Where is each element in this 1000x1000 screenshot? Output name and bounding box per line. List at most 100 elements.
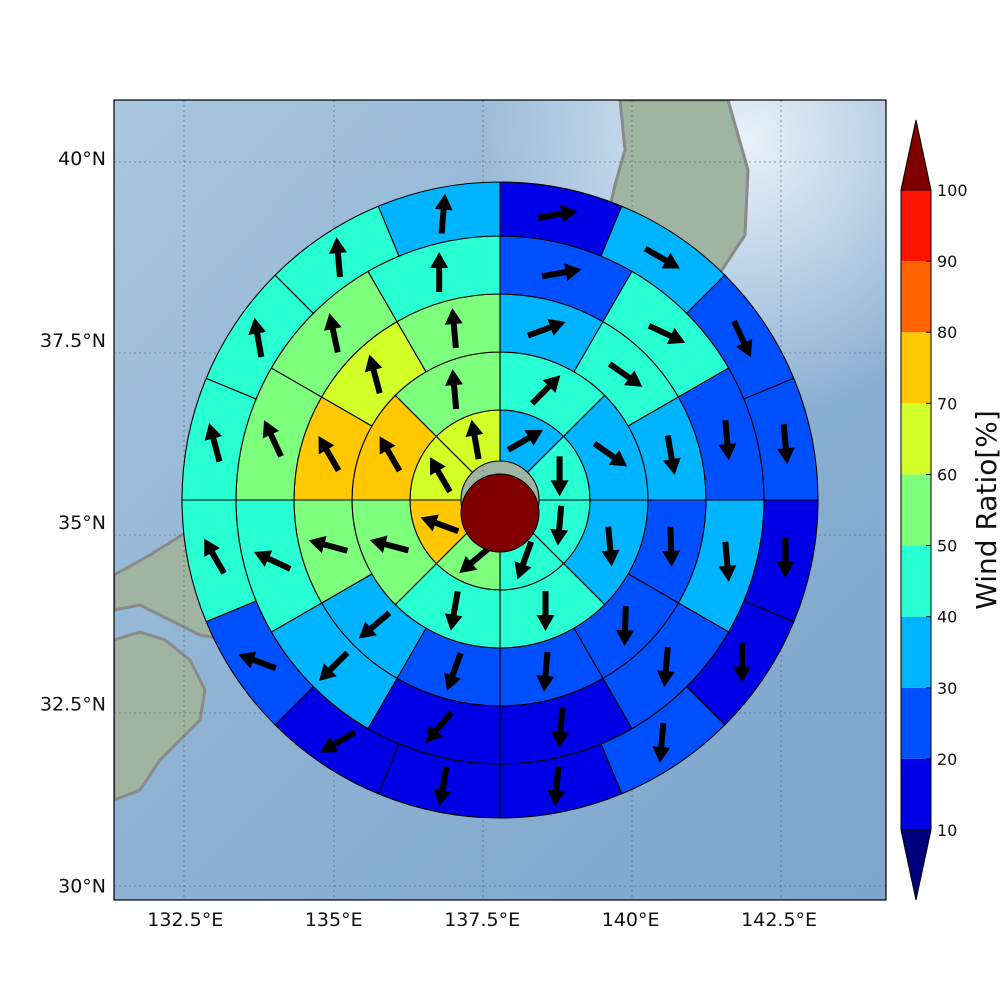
wind-arrow-ring5-16 [434,193,453,234]
wind-arrow-ring2-1 [529,375,561,406]
x-axis-ticks: 132.5°E 135°E 137.5°E 140°E 142.5°E [147,909,817,931]
wind-arrow-ring6-16 [0,0,9,19]
wind-arrow-ring3-12 [444,308,463,349]
wind-arrow-ring2-2 [592,441,628,467]
colorbar-band-9 [901,190,931,262]
wind-arrow-ring3-9 [308,535,349,554]
colorbar-frame [900,189,932,831]
y-tick-label: 40°N [58,148,106,170]
colorbar-band-5 [901,474,931,546]
wind-arrow-ring1-1 [506,429,543,453]
colorbar-tick-label: 20 [937,750,957,769]
sector-ring5-16 [377,181,501,257]
colorbar-tick-label: 10 [937,821,957,840]
land-kyushu [114,630,207,802]
wind-arrow-ring4-3 [718,419,737,461]
colorbar-under-arrow [900,829,932,901]
wind-arrow-ring1-2 [550,456,569,497]
wind-arrow-ring1-3 [550,505,569,546]
colorbar-band-7 [901,332,931,404]
wind-arrow-ring5-6 [732,642,751,683]
colorbar-tick-label: 100 [937,181,968,200]
wind-arrow-ring6-15 [0,0,9,19]
wind-arrow-ring3-4 [662,526,681,567]
y-axis-ticks: 40°N 37.5°N 35°N 32.5°N 30°N [40,148,106,897]
wind-arrow-ring4-9 [253,550,292,572]
map-panel [0,0,886,900]
x-tick-label: 140°E [602,909,660,931]
wind-arrow-ring1-6 [420,514,460,535]
colorbar-band-8 [901,261,931,333]
wind-arrow-ring5-13 [204,422,223,463]
wind-arrow-ring2-7 [379,436,403,473]
wind-arrow-ring4-10 [262,420,284,458]
wind-arrow-ring5-2 [643,245,680,269]
wind-arrow-ring5-3 [731,319,753,358]
colorbar-band-4 [901,545,931,617]
wind-arrow-ring4-8 [318,650,350,682]
colorbar: 10 20 30 40 50 60 70 80 90 100 [900,119,968,901]
y-tick-label: 35°N [58,512,106,534]
wind-arrow-ring6-14 [0,0,9,19]
wind-arrow-ring6-1 [0,0,9,19]
wind-arrow-ring3-6 [536,651,555,692]
wind-arrow-ring4-12 [430,252,449,293]
colorbar-tick-label: 30 [937,679,957,698]
wind-arrow-ring5-1 [537,204,578,223]
wind-arrow-ring4-7 [425,710,454,744]
colorbar-tick-label: 50 [937,537,957,556]
wind-arrow-ring5-10 [320,729,357,753]
x-tick-label: 142.5°E [741,909,817,931]
wind-arrow-ring1-5 [459,545,492,574]
wind-arrow-ring5-12 [204,538,227,575]
wind-arrow-ring5-4 [776,424,795,465]
wind-arrow-ring3-7 [444,652,464,691]
wind-arrow-ring4-1 [541,263,582,282]
wind-arrow-ring4-2 [647,323,686,345]
wind-arrow-ring5-8 [547,766,566,807]
y-tick-label: 37.5°N [40,330,106,352]
wind-arrow-ring6-2 [0,0,9,19]
wind-arrow-ring3-3 [662,434,681,475]
y-tick-label: 30°N [58,875,106,897]
wind-arrow-ring2-4 [536,590,555,631]
colorbar-tick-label: 60 [937,465,957,484]
wind-arrow-ring6-10 [0,0,9,19]
wind-arrow-ring6-5 [0,0,9,19]
wind-arrow-ring3-10 [318,436,342,473]
x-tick-label: 132.5°E [147,909,223,931]
wind-arrow-ring2-3 [601,526,620,567]
wind-arrow-ring6-11 [0,0,9,19]
wind-arrow-ring3-5 [615,606,634,647]
wind-arrow-ring6-7 [0,0,9,19]
wind-arrow-ring1-7 [429,457,453,494]
wind-arrow-ring6-8 [0,0,9,19]
wind-arrow-ring4-4 [718,541,737,582]
wind-arrow-ring6-9 [0,0,9,19]
map-frame [113,99,887,901]
colorbar-title: Wind Ratio[%] [970,410,1000,610]
wind-arrow-ring6-4 [0,0,9,19]
x-tick-label: 135°E [305,909,363,931]
wind-arrow-ring4-5 [656,646,675,688]
wind-direction-arrows [0,0,795,807]
wind-arrow-ring6-13 [0,0,9,19]
y-tick-label: 32.5°N [40,694,106,716]
wind-arrow-ring3-11 [364,354,383,394]
wind-arrow-ring6-6 [0,0,9,19]
wind-arrow-ring3-8 [358,610,392,639]
wind-arrow-ring5-7 [652,722,671,763]
x-tick-label: 137.5°E [444,909,520,931]
colorbar-over-arrow [900,119,932,191]
colorbar-tick-label: 90 [937,252,957,271]
wind-arrow-ring1-8 [465,419,484,460]
colorbar-tick-label: 80 [937,323,957,342]
center-disk [460,473,540,553]
colorbar-tick-label: 70 [937,394,957,413]
colorbar-band-6 [901,403,931,475]
wind-arrow-ring4-6 [551,707,570,748]
wind-arrow-ring6-3 [0,0,9,19]
colorbar-tick-label: 40 [937,608,957,627]
colorbar-band-2 [901,687,931,759]
